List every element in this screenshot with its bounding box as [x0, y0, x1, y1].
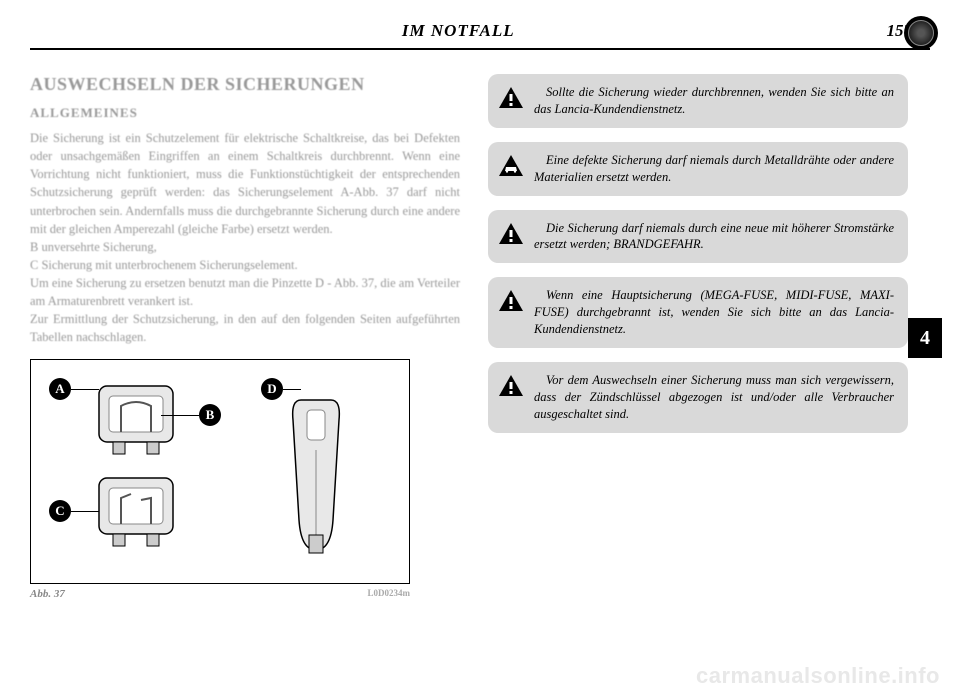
- warning-box: Eine defekte Sicherung darf niemals durc…: [488, 142, 908, 196]
- warning-car-icon: [498, 154, 524, 178]
- warning-exclaim-icon: [498, 222, 524, 246]
- figure-label-d: D: [261, 378, 283, 400]
- fuse-intact-icon: [91, 378, 181, 458]
- warning-exclaim-icon: [498, 374, 524, 398]
- body-text: Die Sicherung ist ein Schutzelement für …: [30, 129, 460, 347]
- watermark: carmanualsonline.info: [696, 663, 940, 689]
- warning-text: Vor dem Auswechseln einer Sicherung muss…: [534, 372, 894, 423]
- figure-label-a: A: [49, 378, 71, 400]
- fuse-broken-icon: [91, 470, 181, 550]
- right-column: Sollte die Sicherung wieder durchbrennen…: [488, 74, 908, 600]
- page-header: IM NOTFALL 157: [30, 18, 930, 50]
- figure-37: A B C D: [30, 359, 410, 584]
- figure-label-c: C: [49, 500, 71, 522]
- tweezers-icon: [281, 390, 351, 560]
- header-title: IM NOTFALL: [30, 21, 887, 41]
- figure-code: L0D0234m: [368, 588, 411, 600]
- left-column: AUSWECHSELN DER SICHERUNGEN ALLGEMEINES …: [30, 74, 460, 600]
- warning-box: Sollte die Sicherung wieder durchbrennen…: [488, 74, 908, 128]
- warning-exclaim-icon: [498, 289, 524, 313]
- warning-box: Wenn eine Hauptsicherung (MEGA-FUSE, MID…: [488, 277, 908, 348]
- figure-label-b: B: [199, 404, 221, 426]
- warning-box: Die Sicherung darf niemals durch eine ne…: [488, 210, 908, 264]
- figure-caption: Abb. 37 L0D0234m: [30, 588, 410, 600]
- warning-text: Wenn eine Hauptsicherung (MEGA-FUSE, MID…: [534, 287, 894, 338]
- warning-text: Die Sicherung darf niemals durch eine ne…: [534, 220, 894, 254]
- brand-logo: [904, 16, 938, 50]
- warning-text: Sollte die Sicherung wieder durchbrennen…: [534, 84, 894, 118]
- content-area: AUSWECHSELN DER SICHERUNGEN ALLGEMEINES …: [30, 50, 930, 600]
- figure-caption-text: Abb. 37: [30, 588, 65, 600]
- warning-text: Eine defekte Sicherung darf niemals durc…: [534, 152, 894, 186]
- manual-page: IM NOTFALL 157 4 AUSWECHSELN DER SICHERU…: [30, 18, 930, 658]
- warning-exclaim-icon: [498, 86, 524, 110]
- warning-box: Vor dem Auswechseln einer Sicherung muss…: [488, 362, 908, 433]
- sub-heading: ALLGEMEINES: [30, 105, 460, 121]
- chapter-tab: 4: [908, 318, 942, 358]
- main-heading: AUSWECHSELN DER SICHERUNGEN: [30, 74, 460, 95]
